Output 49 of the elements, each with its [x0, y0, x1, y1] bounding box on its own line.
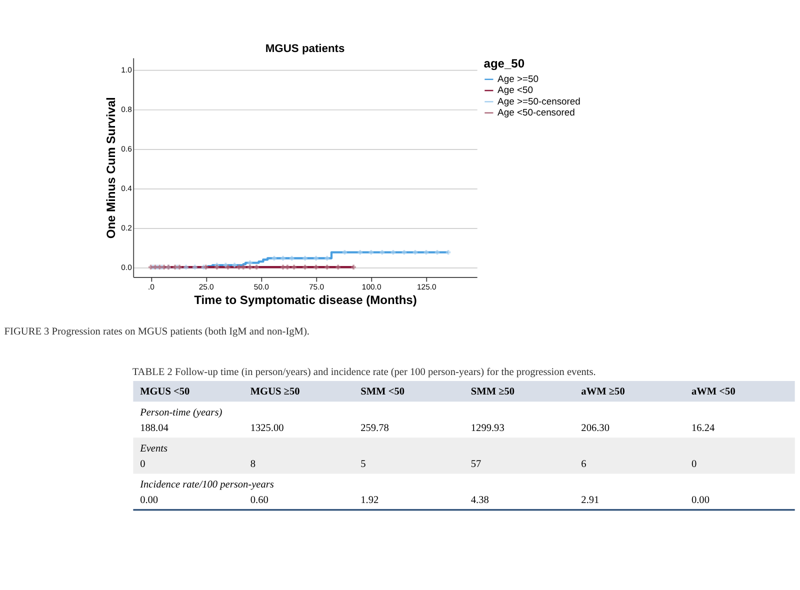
text: 1325.00: [250, 422, 284, 434]
y-tick-label: 0.4: [121, 184, 133, 194]
category-label: Incidence rate/100 person-years: [140, 480, 274, 491]
text: 1299.93: [470, 422, 504, 434]
x-tick-label: 125.0: [416, 282, 436, 292]
y-tick-label: 0.8: [121, 105, 132, 114]
legend-label: Age >=50-censored: [498, 96, 580, 108]
x-tick-label: 100.0: [362, 282, 382, 292]
x-tick-label: 25.0: [198, 282, 214, 292]
category-label: aWM <50: [691, 386, 736, 398]
caption: FIGURE 3 Progression rates on MGUS patients (both IgM and non-IgM).: [4, 326, 310, 338]
x-axis-title: Time to Symptomatic disease (Months): [194, 293, 417, 308]
text: 8: [250, 458, 256, 470]
text: 5: [360, 458, 366, 470]
legend-label: Age <50-censored: [498, 107, 575, 118]
x-tick-label: .0: [148, 282, 154, 292]
text: 0.00: [691, 494, 710, 506]
chart-title: MGUS patients: [265, 42, 345, 55]
text: 259.78: [360, 422, 389, 434]
text: 4.38: [470, 494, 489, 506]
y-tick-label: 1.0: [121, 66, 132, 75]
category-label: Events: [140, 443, 168, 454]
category-label: SMM ≥50: [470, 386, 515, 398]
y-axis-title: One Minus Cum Survival: [104, 97, 118, 239]
text: 0: [140, 458, 146, 470]
legend-label: Age <50: [498, 85, 533, 96]
text: TABLE 2 Follow-up time (in person/years) and incidence rate (per 100 person-years) for the progression events.: [132, 366, 596, 378]
legend-label: Age >=50: [498, 74, 538, 85]
category-label: aWM ≥50: [581, 386, 625, 398]
text: 2.91: [581, 494, 600, 506]
y-tick-label: 0.2: [121, 224, 132, 233]
category-label: SMM <50: [360, 386, 405, 398]
category-label: MGUS ≥50: [250, 386, 300, 398]
y-tick-label: 0.0: [121, 263, 132, 272]
text: 0.60: [250, 494, 268, 506]
text: 6: [581, 458, 586, 470]
text: 188.04: [140, 422, 168, 434]
legend-title: age_50: [484, 56, 525, 70]
text: 1.92: [360, 494, 379, 506]
x-tick-label: 75.0: [308, 282, 324, 292]
y-tick-label: 0.6: [121, 144, 132, 154]
text: 206.30: [581, 422, 610, 434]
text: 16.24: [691, 422, 715, 434]
category-label: MGUS <50: [140, 386, 190, 398]
x-tick-label: 50.0: [254, 282, 269, 292]
text: 0: [691, 458, 697, 470]
text: 57: [470, 458, 482, 470]
category-label: Person-time (years): [140, 407, 222, 418]
text: 0.00: [140, 494, 158, 506]
